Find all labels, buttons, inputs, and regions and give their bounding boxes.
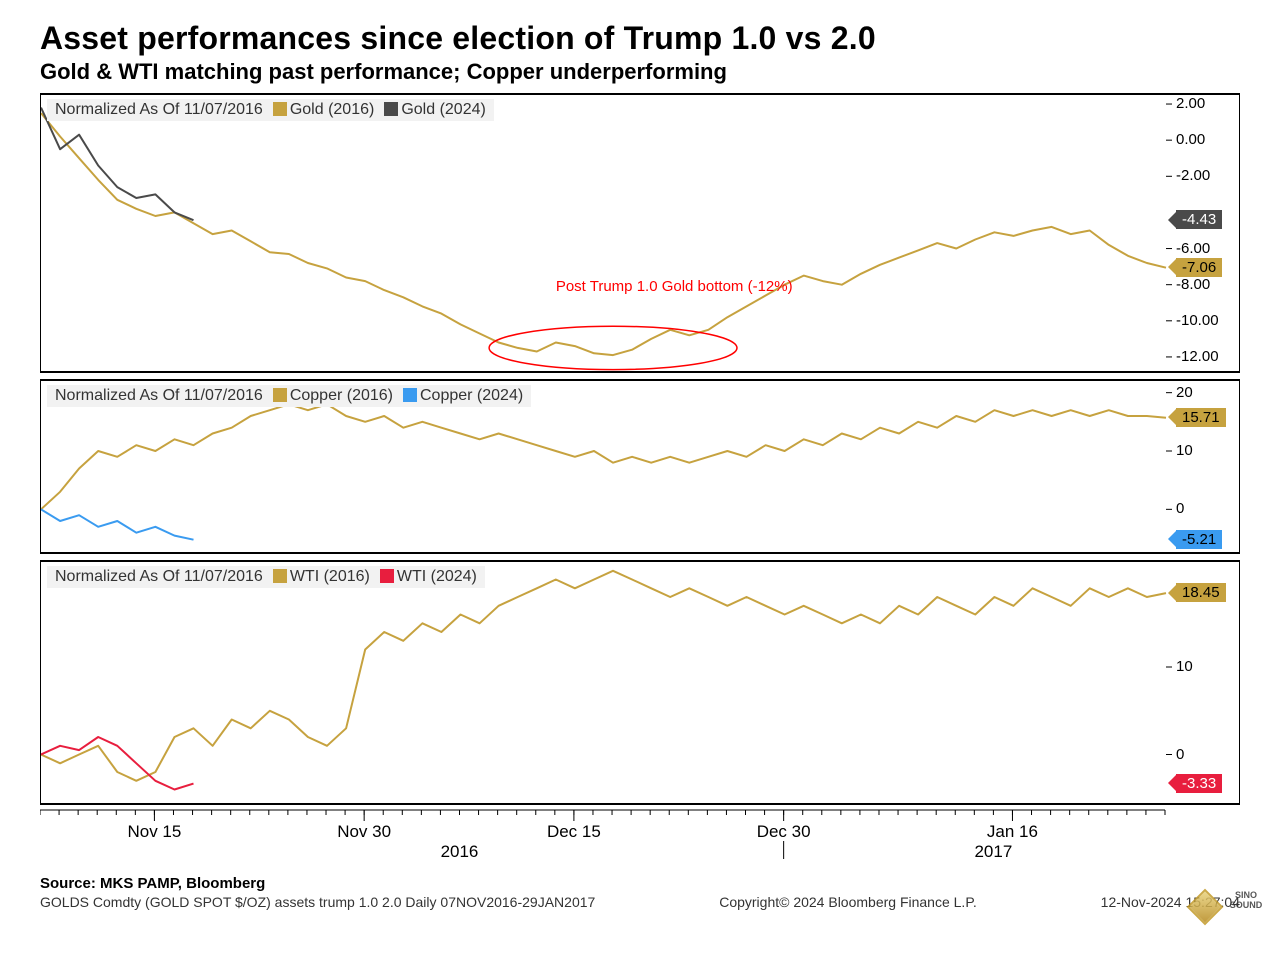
panel-copper: Normalized As Of 11/07/2016 Copper (2016)… <box>40 379 1240 554</box>
plot-wti <box>41 562 1241 807</box>
ytick-label: 0 <box>1176 746 1184 763</box>
series-line-copper-1 <box>41 509 194 539</box>
ytick-label: -12.00 <box>1176 348 1219 365</box>
ytick-label: 2.00 <box>1176 95 1205 112</box>
ytick-label: 10 <box>1176 442 1193 459</box>
ytick-label: -2.00 <box>1176 167 1210 184</box>
series-line-copper-0 <box>41 404 1166 509</box>
annotation-ellipse <box>489 326 737 369</box>
ytick-label: 20 <box>1176 384 1193 401</box>
footer-left: GOLDS Comdty (GOLD SPOT $/OZ) assets tru… <box>40 894 595 910</box>
plot-copper <box>41 381 1241 556</box>
xtick-label: Jan 16 <box>987 822 1038 841</box>
plot-gold <box>41 95 1241 375</box>
footer-source: Source: MKS PAMP, Bloomberg <box>40 875 1240 892</box>
legend-wti: Normalized As Of 11/07/2016 WTI (2016) WTI… <box>47 566 485 588</box>
xtick-label: Nov 30 <box>337 822 391 841</box>
footer-copyright: Copyright© 2024 Bloomberg Finance L.P. <box>719 894 977 910</box>
chart-container: Asset performances since election of Tru… <box>0 0 1280 976</box>
legend-prefix: Normalized As Of 11/07/2016 <box>55 101 263 119</box>
watermark-logo: SINO SOUND <box>1192 890 1272 922</box>
value-tag: -7.06 <box>1176 258 1222 277</box>
x-year-label: 2016 <box>441 842 479 861</box>
xtick-label: Dec 30 <box>757 822 811 841</box>
annotation-text: Post Trump 1.0 Gold bottom (-12%) <box>556 278 793 295</box>
watermark-text: SINO SOUND <box>1220 890 1272 910</box>
series-line-wti-0 <box>41 571 1166 781</box>
value-tag: -4.43 <box>1176 210 1222 229</box>
ytick-label: -6.00 <box>1176 240 1210 257</box>
watermark-diamond-icon <box>1187 889 1224 926</box>
legend-item: Gold (2016) <box>273 101 375 119</box>
legend-item: Copper (2024) <box>403 387 523 405</box>
ytick-label: 0.00 <box>1176 131 1205 148</box>
chart-subtitle: Gold & WTI matching past performance; Co… <box>40 59 1260 85</box>
legend-item: WTI (2024) <box>380 568 477 586</box>
x-axis: Nov 15 Nov 30 Dec 15 Dec 30 Jan 16 2016 2017 <box>40 809 1240 869</box>
series-line-gold-0 <box>41 113 1166 355</box>
legend-prefix: Normalized As Of 11/07/2016 <box>55 387 263 405</box>
legend-gold: Normalized As Of 11/07/2016 Gold (2016) Go… <box>47 99 494 121</box>
series-line-gold-1 <box>41 108 194 221</box>
ytick-label: -10.00 <box>1176 312 1219 329</box>
value-tag: -5.21 <box>1176 530 1222 549</box>
footer-meta-row: GOLDS Comdty (GOLD SPOT $/OZ) assets tru… <box>40 894 1240 910</box>
value-tag: 15.71 <box>1176 408 1226 427</box>
panels-area: Normalized As Of 11/07/2016 Gold (2016) Go… <box>40 93 1240 805</box>
legend-item: Gold (2024) <box>384 101 486 119</box>
chart-title: Asset performances since election of Tru… <box>40 20 1260 57</box>
ytick-label: -8.00 <box>1176 276 1210 293</box>
panel-wti: Normalized As Of 11/07/2016 WTI (2016) WTI… <box>40 560 1240 805</box>
xtick-label: Nov 15 <box>127 822 181 841</box>
legend-item: Copper (2016) <box>273 387 393 405</box>
panel-gold: Normalized As Of 11/07/2016 Gold (2016) Go… <box>40 93 1240 373</box>
x-year-label: 2017 <box>974 842 1012 861</box>
value-tag: -3.33 <box>1176 774 1222 793</box>
xtick-label: Dec 15 <box>547 822 601 841</box>
legend-copper: Normalized As Of 11/07/2016 Copper (2016)… <box>47 385 531 407</box>
chart-footer: Source: MKS PAMP, Bloomberg GOLDS Comdty… <box>40 875 1240 910</box>
value-tag: 18.45 <box>1176 583 1226 602</box>
ytick-label: 10 <box>1176 658 1193 675</box>
legend-prefix: Normalized As Of 11/07/2016 <box>55 568 263 586</box>
legend-item: WTI (2016) <box>273 568 370 586</box>
ytick-label: 0 <box>1176 500 1184 517</box>
x-axis-svg: Nov 15 Nov 30 Dec 15 Dec 30 Jan 16 2016 2017 <box>40 809 1240 869</box>
